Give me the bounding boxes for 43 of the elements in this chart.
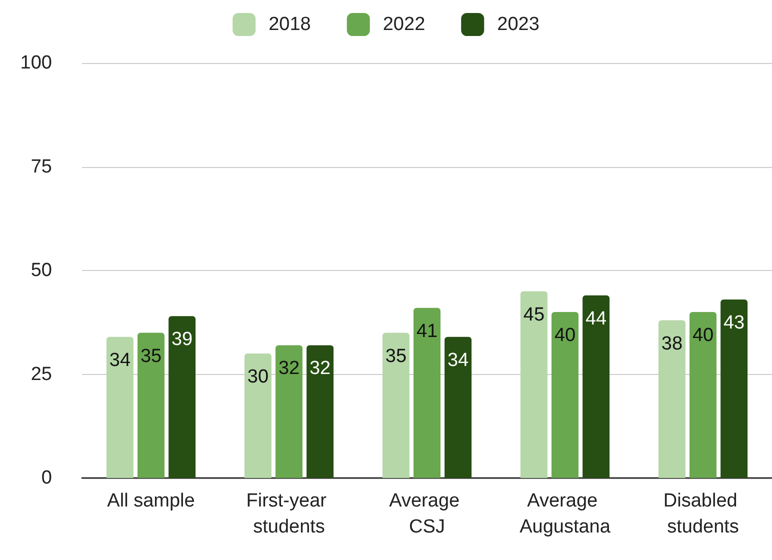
data-label: 43 <box>723 312 745 334</box>
x-tick-label: All sample <box>107 490 195 512</box>
x-tick-label: Disabled students <box>663 490 743 538</box>
bar <box>582 295 610 478</box>
data-label: 41 <box>416 320 438 342</box>
y-tick-label: 50 <box>30 260 52 281</box>
data-label: 35 <box>385 346 407 367</box>
bar <box>444 336 472 478</box>
bar <box>520 291 548 478</box>
y-tick-label: 100 <box>20 52 52 74</box>
data-label: 44 <box>585 308 608 330</box>
data-label: 32 <box>309 358 331 380</box>
data-label: 38 <box>661 333 683 354</box>
bar <box>276 345 302 478</box>
data-label: 34 <box>447 350 470 371</box>
bar <box>690 312 716 478</box>
bar <box>168 316 196 478</box>
bar <box>382 332 410 478</box>
y-tick-label: 0 <box>41 468 52 488</box>
bar <box>658 320 686 478</box>
legend-label: 2023 <box>497 14 540 35</box>
legend-label: 2022 <box>382 14 426 35</box>
y-tick-label: 25 <box>30 364 52 385</box>
bar <box>552 312 578 478</box>
bar <box>720 300 748 478</box>
data-label: 40 <box>692 325 714 346</box>
data-label: 32 <box>278 358 300 380</box>
bar <box>106 336 134 478</box>
data-label: 45 <box>523 304 545 326</box>
bar <box>414 308 440 478</box>
data-label: 30 <box>247 366 269 388</box>
bar <box>306 345 334 478</box>
bar <box>138 332 164 478</box>
data-label: 40 <box>554 325 576 346</box>
x-tick-label: Average CSJ <box>389 490 465 538</box>
bar <box>244 354 272 478</box>
y-tick-label: 75 <box>30 156 52 178</box>
data-label: 39 <box>171 329 193 350</box>
legend-label: 2018 <box>268 14 311 35</box>
data-label: 35 <box>140 346 162 367</box>
data-label: 34 <box>109 350 131 371</box>
x-tick-label: Average Augustana <box>520 490 611 538</box>
x-tick-label: First-year students <box>246 490 332 538</box>
